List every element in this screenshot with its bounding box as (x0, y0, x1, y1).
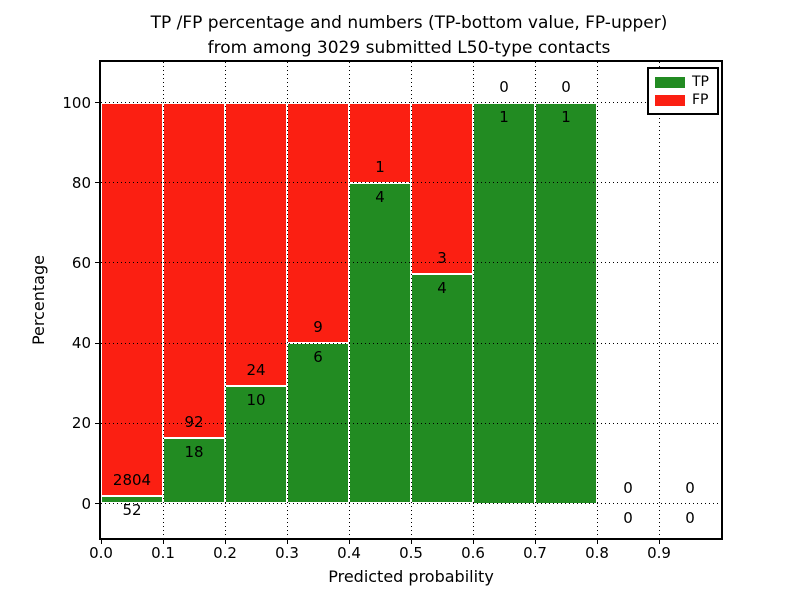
tp-count-label: 10 (246, 390, 266, 409)
fp-count-label: 3 (437, 249, 447, 268)
vertical-gridline (286, 62, 288, 538)
fp-count-label: 0 (623, 478, 633, 497)
horizontal-gridline (101, 182, 721, 184)
horizontal-gridline (101, 503, 721, 504)
y-tick-label: 20 (71, 414, 91, 433)
y-tick-mark (95, 182, 101, 184)
tp-count-label: 4 (375, 187, 385, 206)
x-tick-label: 0.8 (585, 544, 609, 562)
tp-count-label: 18 (184, 442, 204, 461)
tp-count-label: 1 (499, 107, 509, 126)
tp-count-label: 0 (623, 508, 633, 527)
tp-count-label: 6 (313, 348, 323, 367)
x-tick-label: 0.9 (647, 544, 671, 562)
horizontal-gridline (101, 102, 721, 103)
x-tick-mark (224, 538, 226, 544)
y-tick-label: 40 (71, 334, 91, 353)
vertical-gridline (472, 62, 474, 538)
tp-bar (225, 385, 287, 504)
horizontal-gridline (101, 342, 721, 344)
horizontal-gridline (101, 422, 721, 424)
fp-bar (101, 102, 163, 497)
vertical-gridline (596, 62, 598, 538)
fp-count-label: 0 (685, 478, 695, 497)
y-tick-label: 60 (71, 253, 91, 272)
vertical-gridline (348, 62, 350, 538)
horizontal-gridline (101, 262, 721, 264)
y-tick-mark (95, 342, 101, 344)
x-tick-mark (534, 538, 536, 544)
tp-count-label: 52 (122, 501, 142, 520)
y-tick-label: 80 (71, 173, 91, 192)
chart-title: TP /FP percentage and numbers (TP-bottom… (9, 11, 800, 61)
fp-count-label: 0 (499, 77, 509, 96)
vertical-gridline (162, 62, 164, 538)
tp-bar (535, 102, 597, 504)
fp-count-label: 9 (313, 318, 323, 337)
x-tick-mark (472, 538, 474, 544)
fp-count-label: 24 (246, 360, 266, 379)
tp-count-label: 1 (561, 107, 571, 126)
fp-color-swatch (655, 94, 685, 106)
x-tick-label: 0.5 (399, 544, 423, 562)
y-tick-mark (95, 102, 101, 103)
chart-title-line2: from among 3029 submitted L50-type conta… (207, 38, 611, 58)
tp-count-label: 0 (685, 508, 695, 527)
y-tick-label: 100 (62, 93, 91, 112)
tp-color-swatch (655, 76, 685, 88)
legend-item-tp: TP (655, 75, 711, 89)
vertical-gridline (224, 62, 226, 538)
x-tick-label: 0.1 (151, 544, 175, 562)
chart-title-line1: TP /FP percentage and numbers (TP-bottom… (150, 13, 668, 33)
x-tick-mark (596, 538, 598, 544)
x-tick-mark (410, 538, 412, 544)
x-tick-label: 0.3 (275, 544, 299, 562)
x-tick-label: 0.0 (89, 544, 113, 562)
fp-count-label: 2804 (112, 471, 152, 490)
x-tick-label: 0.2 (213, 544, 237, 562)
y-tick-label: 0 (81, 494, 91, 513)
fp-count-label: 1 (375, 157, 385, 176)
vertical-gridline (410, 62, 412, 538)
x-tick-mark (658, 538, 660, 544)
x-tick-mark (162, 538, 164, 544)
legend-label-fp: FP (692, 92, 709, 108)
x-tick-label: 0.4 (337, 544, 361, 562)
fp-bar (411, 102, 473, 275)
x-tick-label: 0.7 (523, 544, 547, 562)
fp-count-label: 92 (184, 412, 204, 431)
fp-bar (349, 102, 411, 183)
x-tick-mark (100, 538, 102, 544)
x-tick-mark (348, 538, 350, 544)
tp-bar (473, 102, 535, 504)
x-tick-mark (286, 538, 288, 544)
y-tick-mark (95, 503, 101, 504)
plot-area: Percentage Predicted probability TP FP 2… (29, 60, 723, 586)
legend-label-tp: TP (692, 74, 709, 90)
fp-count-label: 0 (561, 77, 571, 96)
vertical-gridline (534, 62, 536, 538)
y-axis-label: Percentage (29, 255, 48, 346)
legend: TP FP (647, 67, 719, 115)
y-tick-mark (95, 422, 101, 424)
x-axis-label: Predicted probability (328, 567, 494, 586)
legend-item-fp: FP (655, 93, 711, 107)
x-tick-label: 0.6 (461, 544, 485, 562)
tp-count-label: 4 (437, 279, 447, 298)
fp-bar (287, 102, 349, 344)
tp-bar (411, 274, 473, 504)
fp-bar (163, 102, 225, 438)
vertical-gridline (658, 62, 660, 538)
y-tick-mark (95, 262, 101, 264)
